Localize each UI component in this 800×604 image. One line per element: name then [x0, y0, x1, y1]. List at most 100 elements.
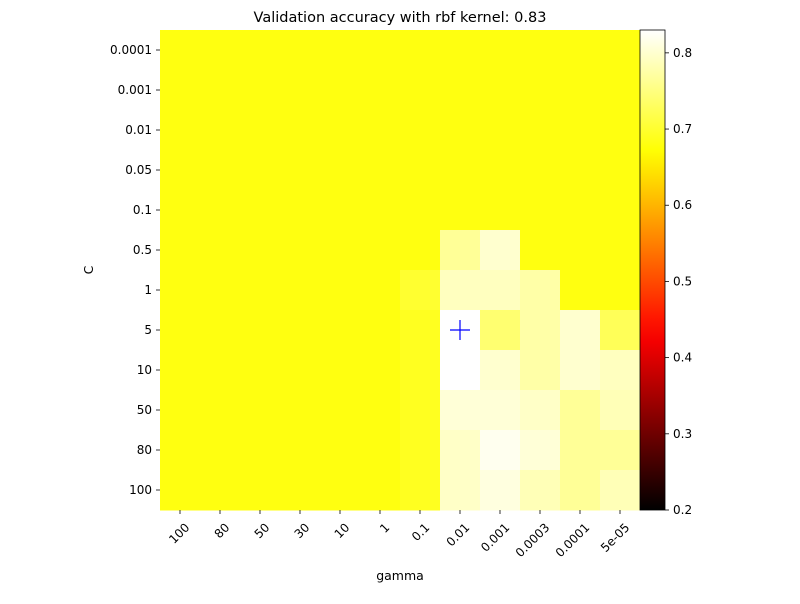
- colorbar-ticks: 0.2 0.3 0.4 0.5 0.6 0.7 0.8: [665, 46, 692, 517]
- heatmap-cell: [520, 190, 561, 231]
- heatmap-cell: [160, 190, 201, 231]
- heatmap-cell: [240, 390, 281, 431]
- heatmap-cell: [160, 430, 201, 471]
- heatmap-cell: [320, 150, 361, 191]
- x-tick-label: 0.0001: [553, 520, 593, 560]
- y-tick-label: 0.001: [118, 83, 152, 97]
- heatmap-cell: [480, 350, 521, 391]
- colorbar: [639, 29, 666, 511]
- heatmap-cell: [440, 150, 481, 191]
- heatmap-cell: [200, 470, 241, 511]
- heatmap-cell: [360, 310, 401, 351]
- heatmap-cell: [200, 430, 241, 471]
- heatmap-cell: [520, 150, 561, 191]
- y-axis-label: C: [81, 265, 96, 274]
- heatmap-cell: [480, 150, 521, 191]
- heatmap-cell: [280, 390, 321, 431]
- heatmap-cell: [600, 110, 641, 151]
- heatmap-cell: [520, 230, 561, 271]
- best-score-marker: [450, 320, 470, 340]
- heatmap-cell: [400, 470, 441, 511]
- colorbar-tick-label: 0.7: [673, 122, 692, 136]
- heatmap-cell: [200, 350, 241, 391]
- heatmap-cell: [480, 190, 521, 231]
- heatmap-cell: [400, 30, 441, 71]
- y-tick-label: 0.0001: [110, 43, 152, 57]
- y-tick-label: 80: [137, 443, 152, 457]
- heatmap-cell: [160, 350, 201, 391]
- heatmap-cell: [200, 30, 241, 71]
- y-tick-label: 100: [129, 483, 152, 497]
- heatmap-cell: [440, 230, 481, 271]
- heatmap-cell: [320, 30, 361, 71]
- heatmap-cell: [480, 30, 521, 71]
- y-tick-label: 0.5: [133, 243, 152, 257]
- heatmap-cell: [360, 430, 401, 471]
- heatmap-cell: [360, 110, 401, 151]
- heatmap-cell: [160, 30, 201, 71]
- heatmap-cell: [480, 230, 521, 271]
- heatmap-cell: [360, 30, 401, 71]
- x-axis-label: gamma: [376, 568, 424, 583]
- heatmap-cell: [160, 110, 201, 151]
- heatmap-cell: [280, 270, 321, 311]
- heatmap-cell: [480, 110, 521, 151]
- chart-title: Validation accuracy with rbf kernel: 0.8…: [254, 10, 547, 26]
- colorbar-tick-label: 0.5: [673, 274, 692, 288]
- heatmap-cell: [600, 190, 641, 231]
- heatmap-cell: [360, 150, 401, 191]
- heatmap-cell: [520, 430, 561, 471]
- heatmap-cell: [280, 150, 321, 191]
- heatmap-cell: [520, 470, 561, 511]
- heatmap-cell: [280, 470, 321, 511]
- heatmap-cell: [200, 310, 241, 351]
- colorbar-tick-label: 0.4: [673, 351, 692, 365]
- heatmap-cell: [320, 110, 361, 151]
- heatmap-cell: [560, 470, 601, 511]
- x-axis-ticks: 100 80 50 30 10 1 0.1 0.01 0.001 0.0003 0.0001 5e-0…: [166, 510, 632, 560]
- heatmap-cell: [360, 390, 401, 431]
- heatmap-cell: [560, 350, 601, 391]
- heatmap-cell: [240, 350, 281, 391]
- y-tick-label: 0.01: [125, 123, 152, 137]
- heatmap-cell: [360, 190, 401, 231]
- heatmap-cell: [240, 270, 281, 311]
- heatmap-cell: [480, 70, 521, 111]
- heatmap-cell: [600, 310, 641, 351]
- heatmap-cell: [520, 70, 561, 111]
- heatmap-cell: [600, 390, 641, 431]
- heatmap-cell: [160, 470, 201, 511]
- heatmap-cell: [400, 430, 441, 471]
- heatmap-cell: [320, 350, 361, 391]
- colorbar-tick-label: 0.8: [673, 46, 692, 60]
- heatmap-cell: [440, 350, 481, 391]
- heatmap-cell: [160, 70, 201, 111]
- heatmap-cell: [440, 190, 481, 231]
- heatmap-cell: [560, 150, 601, 191]
- heatmap-cell: [200, 390, 241, 431]
- heatmap-cell: [560, 310, 601, 351]
- heatmap-cell: [360, 350, 401, 391]
- heatmap-cell: [400, 190, 441, 231]
- heatmap-cell: [200, 190, 241, 231]
- heatmap-cell: [480, 310, 521, 351]
- heatmap-cell: [400, 70, 441, 111]
- heatmap-cell: [240, 230, 281, 271]
- heatmap-cell: [400, 230, 441, 271]
- heatmap-cell: [160, 150, 201, 191]
- heatmap-cell: [240, 30, 281, 71]
- heatmap-cell: [160, 390, 201, 431]
- y-tick-label: 10: [137, 363, 152, 377]
- heatmap-cell: [320, 430, 361, 471]
- heatmap-cell: [280, 110, 321, 151]
- heatmap-cell: [440, 70, 481, 111]
- heatmap-cell: [440, 470, 481, 511]
- y-axis-ticks: 0.0001 0.001 0.01 0.05 0.1 0.5 1 5 10 50 80 100: [110, 43, 160, 497]
- heatmap-cell: [560, 190, 601, 231]
- heatmap-cell: [440, 30, 481, 71]
- heatmap-cell: [400, 390, 441, 431]
- heatmap-cell: [600, 70, 641, 111]
- heatmap-cell: [480, 390, 521, 431]
- x-tick-label: 1: [377, 520, 392, 535]
